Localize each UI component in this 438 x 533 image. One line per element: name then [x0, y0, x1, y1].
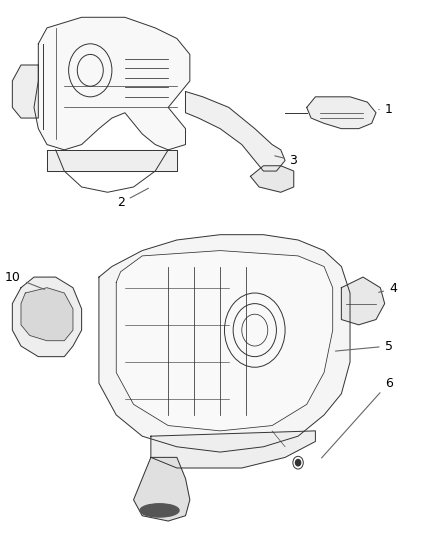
Polygon shape — [12, 277, 81, 357]
Polygon shape — [34, 17, 190, 150]
Text: 1: 1 — [379, 103, 392, 116]
Polygon shape — [151, 431, 315, 468]
Polygon shape — [341, 277, 385, 325]
Polygon shape — [307, 97, 376, 128]
Text: 10: 10 — [5, 271, 44, 289]
Ellipse shape — [140, 504, 179, 517]
Text: 3: 3 — [275, 154, 297, 167]
Circle shape — [293, 456, 303, 469]
Polygon shape — [116, 251, 333, 431]
Text: 4: 4 — [379, 282, 397, 295]
Circle shape — [296, 459, 300, 466]
Polygon shape — [186, 92, 285, 171]
Polygon shape — [251, 166, 294, 192]
Polygon shape — [12, 65, 38, 118]
Text: 6: 6 — [321, 377, 392, 458]
Text: 2: 2 — [117, 188, 148, 209]
Polygon shape — [99, 235, 350, 452]
Polygon shape — [134, 457, 190, 521]
Text: 5: 5 — [336, 340, 392, 352]
Polygon shape — [21, 288, 73, 341]
Polygon shape — [47, 150, 177, 171]
